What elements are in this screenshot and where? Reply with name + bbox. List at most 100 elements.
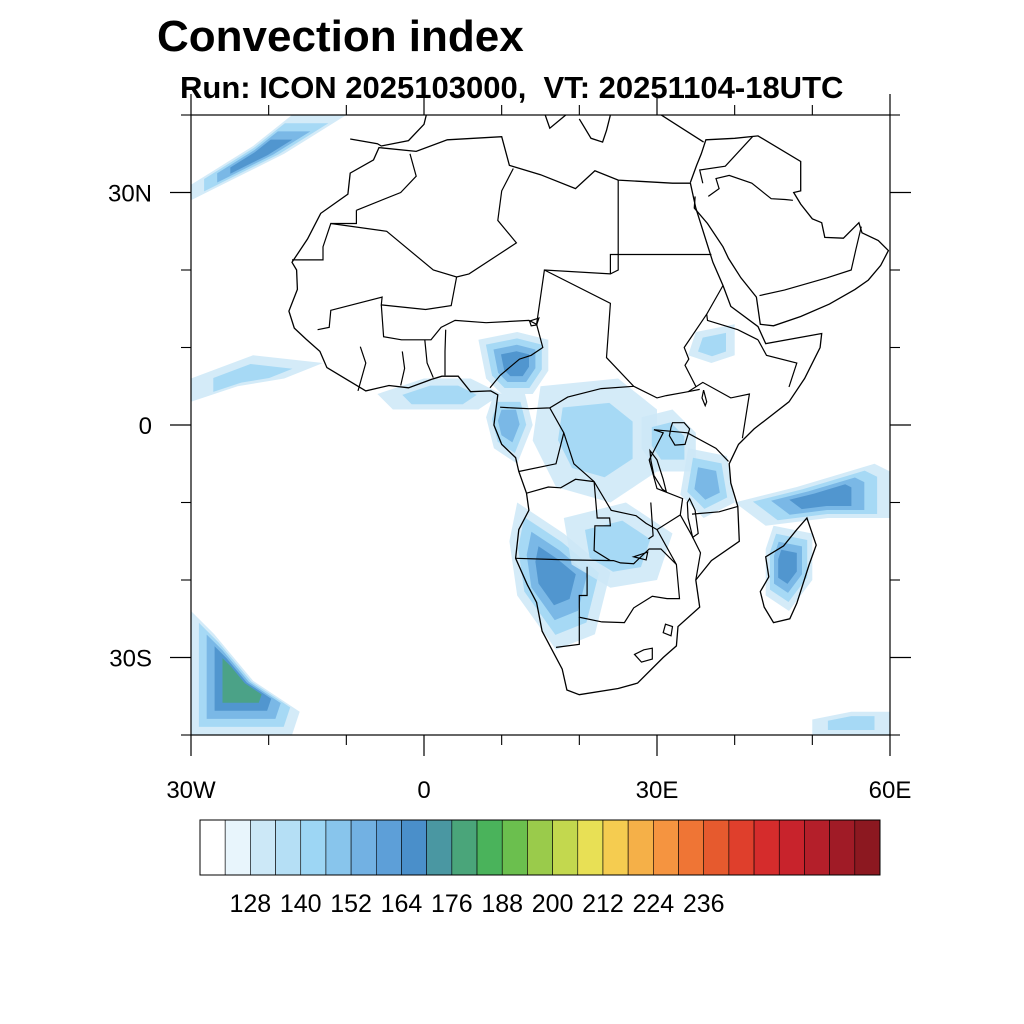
convection-area (812, 711, 890, 735)
colorbar-label: 128 (230, 890, 272, 918)
madagascar-coastline (759, 516, 817, 624)
convection-area (191, 611, 300, 735)
x-tick-label: 60E (869, 777, 912, 804)
lake-outline (686, 497, 699, 539)
colorbar-swatch (250, 819, 276, 876)
country-border (609, 253, 712, 274)
colorbar-swatch (678, 819, 705, 876)
colorbar: 128 140 152 164 176 188 200 212 224 236 (199, 819, 881, 918)
colorbar-swatch (300, 819, 327, 876)
country-border (679, 514, 702, 581)
colorbar-swatch (703, 819, 730, 876)
europe-coastline (350, 115, 567, 147)
colorbar-swatch (728, 819, 755, 876)
colorbar-swatch (224, 819, 251, 876)
country-border (317, 276, 458, 331)
convection-area (377, 378, 502, 410)
colorbar-label: 236 (683, 890, 725, 918)
colorbar-swatch (804, 819, 830, 876)
map-title: Convection index (157, 12, 524, 61)
greece-turkey-coastline (578, 115, 704, 143)
country-border (555, 617, 580, 648)
country-border (489, 324, 544, 389)
country-border (707, 174, 793, 201)
colorbar-label: 140 (280, 890, 322, 918)
convection-area (680, 448, 735, 518)
lake-outline (701, 389, 708, 408)
country-border (515, 548, 681, 624)
y-tick-label: 30N (108, 181, 152, 208)
country-border (544, 269, 700, 399)
convection-area (688, 324, 735, 363)
country-border (357, 346, 367, 392)
colorbar-swatch (854, 819, 881, 876)
colorbar-swatch (401, 819, 427, 876)
country-border (648, 502, 654, 540)
country-border (330, 168, 518, 278)
lake-outline (668, 422, 691, 446)
colorbar-swatch (275, 819, 302, 876)
colorbar-swatch (375, 819, 402, 876)
colorbar-frame (199, 819, 881, 876)
colorbar-swatch (199, 819, 226, 876)
country-border (687, 381, 751, 439)
country-border (656, 529, 677, 565)
colorbar-swatch (753, 819, 780, 876)
colorbar-label: 224 (632, 890, 674, 918)
colorbar-swatch (325, 819, 352, 876)
lake-outline (528, 317, 540, 327)
colorbar-swatch (778, 819, 805, 876)
colorbar-label: 176 (431, 890, 473, 918)
country-border (400, 351, 406, 386)
country-border (526, 478, 595, 494)
convection-area (563, 502, 673, 588)
country-border (292, 210, 357, 261)
colorbar-swatch (829, 819, 856, 876)
colorbar-swatch (476, 819, 503, 876)
africa-coastline (288, 136, 823, 696)
arabia-coastline (689, 135, 890, 327)
colorbar-swatch (451, 819, 478, 876)
country-border (444, 329, 447, 376)
colorbar-swatch (577, 819, 604, 876)
x-tick-label: 30E (636, 777, 679, 804)
convection-area (478, 332, 549, 394)
colorbar-swatch (501, 819, 528, 876)
country-border (698, 136, 753, 184)
colorbar-label: 212 (582, 890, 624, 918)
x-tick-label: 0 (417, 777, 430, 804)
lake-outline (633, 647, 653, 663)
y-tick-label: 0 (139, 413, 152, 440)
convection-area (191, 115, 347, 201)
country-border (356, 153, 417, 211)
lake-outline (649, 448, 668, 493)
colorbar-label: 152 (330, 890, 372, 918)
colorbar-swatch (653, 819, 679, 876)
convection-area (532, 378, 657, 503)
country-border (518, 407, 565, 473)
convection-area (734, 463, 890, 526)
x-tick-label: 30W (166, 777, 216, 804)
colorbar-label: 188 (481, 890, 523, 918)
lake-outline (631, 551, 649, 561)
country-border (757, 339, 798, 388)
colorbar-swatch (602, 819, 629, 876)
convection-area (191, 355, 323, 402)
map-subtitle: Run: ICON 2025103000, VT: 20251104-18UTC (180, 70, 844, 105)
lake-outline (662, 623, 674, 637)
colorbar-label: 200 (532, 890, 574, 918)
colorbar-swatch (552, 819, 579, 876)
colorbar-swatch (527, 819, 553, 876)
country-border (683, 313, 708, 387)
country-border (759, 226, 862, 297)
convection-area (486, 394, 533, 464)
colorbar-swatch (350, 819, 377, 876)
country-border (593, 481, 612, 562)
colorbar-swatch (426, 819, 453, 876)
colorbar-swatch (627, 819, 654, 876)
country-border (691, 505, 738, 515)
y-tick-label: 30S (109, 646, 152, 673)
country-border (424, 339, 434, 378)
country-border (706, 285, 759, 341)
